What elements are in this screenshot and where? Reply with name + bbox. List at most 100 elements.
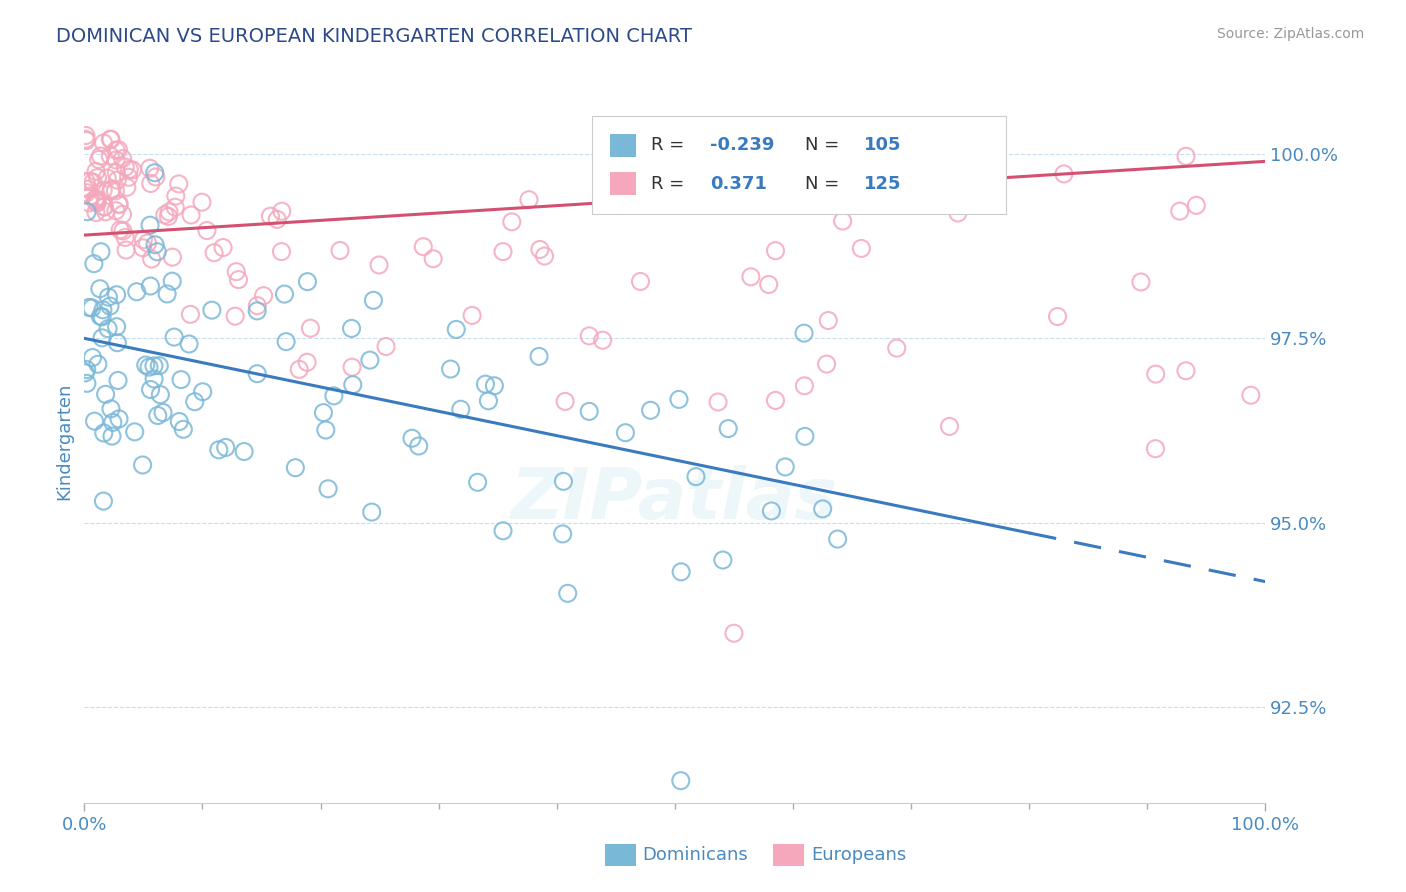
Point	[84, 205, 107, 219]
Point	[554, 394, 576, 409]
Point	[793, 378, 815, 392]
Point	[907, 189, 929, 203]
Point	[807, 172, 830, 186]
Point	[86, 196, 108, 211]
Point	[527, 350, 550, 364]
Point	[492, 524, 515, 538]
Point	[114, 160, 136, 174]
Point	[450, 402, 472, 417]
Point	[111, 152, 134, 166]
Point	[117, 170, 139, 185]
Point	[614, 425, 637, 440]
Point	[87, 357, 110, 371]
Point	[266, 212, 288, 227]
Point	[711, 553, 734, 567]
Point	[96, 171, 118, 186]
Point	[89, 282, 111, 296]
Point	[195, 223, 218, 237]
Point	[179, 307, 201, 321]
Point	[167, 177, 190, 191]
Point	[201, 303, 224, 318]
Point	[484, 378, 506, 392]
Point	[163, 330, 186, 344]
Point	[517, 193, 540, 207]
Point	[1185, 198, 1208, 212]
Point	[297, 275, 319, 289]
Point	[111, 224, 134, 238]
Point	[1240, 388, 1263, 402]
Point	[1174, 364, 1197, 378]
Point	[170, 373, 193, 387]
Point	[111, 207, 134, 221]
Point	[75, 174, 97, 188]
Point	[368, 258, 391, 272]
Point	[946, 206, 969, 220]
Point	[105, 166, 128, 180]
Point	[86, 170, 108, 185]
Point	[90, 149, 112, 163]
Point	[162, 274, 184, 288]
Point	[107, 374, 129, 388]
Point	[100, 132, 122, 146]
Point	[146, 409, 169, 423]
Point	[75, 134, 97, 148]
Point	[707, 395, 730, 409]
Point	[101, 416, 124, 430]
Point	[938, 419, 960, 434]
Point	[139, 161, 162, 176]
Point	[1053, 167, 1076, 181]
Point	[340, 360, 363, 375]
Point	[215, 441, 238, 455]
Point	[132, 241, 155, 255]
Point	[104, 203, 127, 218]
Point	[529, 243, 551, 257]
Point	[723, 626, 745, 640]
Point	[145, 169, 167, 184]
Point	[831, 214, 853, 228]
Point	[329, 244, 352, 258]
Point	[157, 210, 180, 224]
Text: 0.371: 0.371	[710, 175, 768, 193]
Point	[477, 393, 499, 408]
Bar	[610, 172, 636, 195]
Point	[375, 339, 398, 353]
Point	[177, 337, 200, 351]
Point	[165, 189, 187, 203]
Point	[75, 132, 97, 146]
Point	[139, 218, 162, 232]
Point	[82, 351, 104, 365]
Point	[114, 230, 136, 244]
Point	[149, 387, 172, 401]
Point	[94, 204, 117, 219]
Point	[191, 195, 214, 210]
Point	[98, 132, 121, 146]
Point	[851, 241, 873, 255]
Text: DOMINICAN VS EUROPEAN KINDERGARTEN CORRELATION CHART: DOMINICAN VS EUROPEAN KINDERGARTEN CORRE…	[56, 27, 692, 45]
Point	[83, 257, 105, 271]
Point	[132, 233, 155, 247]
Point	[75, 366, 97, 380]
Point	[422, 252, 444, 266]
Point	[793, 326, 815, 340]
Point	[295, 355, 318, 369]
Point	[474, 377, 496, 392]
Point	[101, 429, 124, 443]
Point	[75, 128, 97, 143]
Point	[100, 184, 122, 198]
Point	[316, 482, 339, 496]
Point	[172, 422, 194, 436]
Point	[153, 208, 176, 222]
Point	[773, 459, 796, 474]
Point	[1129, 275, 1152, 289]
FancyBboxPatch shape	[592, 117, 1005, 214]
Y-axis label: Kindergarten: Kindergarten	[55, 383, 73, 500]
Point	[259, 209, 281, 223]
Point	[412, 240, 434, 254]
Point	[143, 372, 166, 386]
Point	[340, 321, 363, 335]
Point	[77, 195, 100, 210]
Point	[578, 329, 600, 343]
Point	[284, 460, 307, 475]
Point	[359, 353, 381, 368]
Point	[299, 321, 322, 335]
